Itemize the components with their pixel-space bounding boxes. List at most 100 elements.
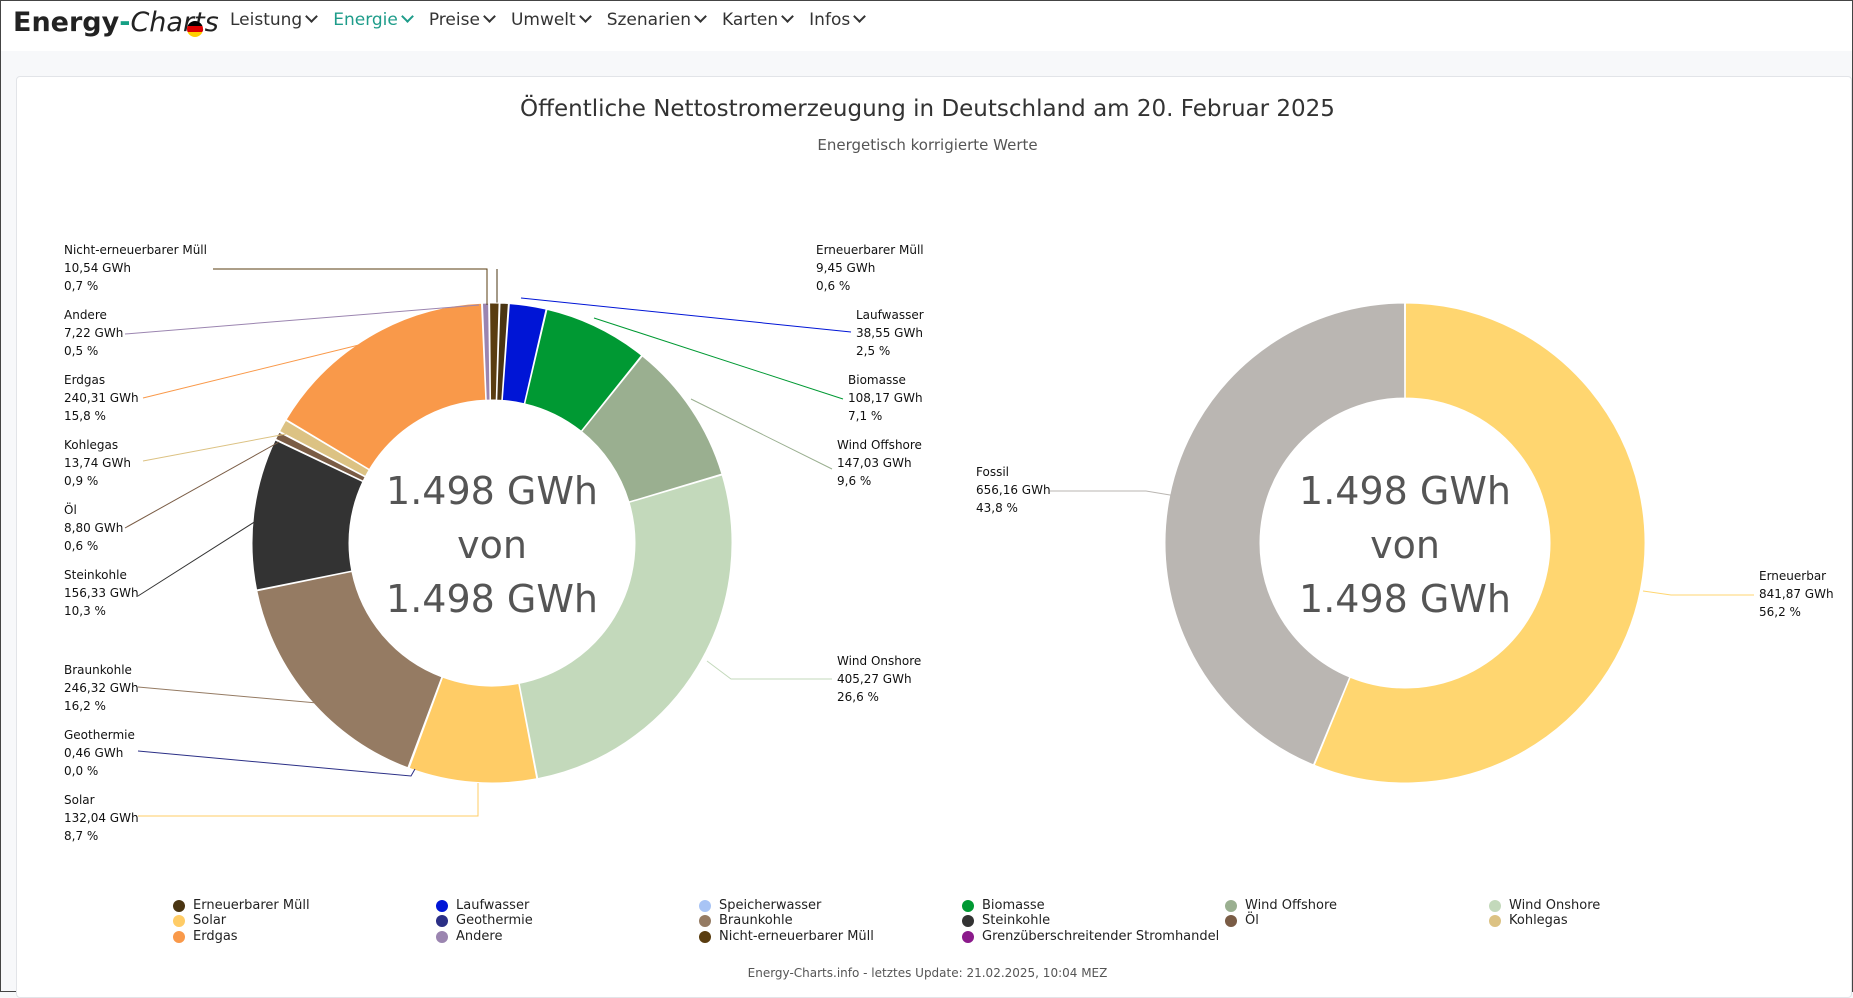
logo[interactable]: Energy-Charts xyxy=(13,7,219,38)
legend-label: Grenzüberschreitender Stromhandel xyxy=(982,929,1220,944)
logo-dash: - xyxy=(119,7,131,38)
leader-line xyxy=(706,660,832,680)
slice-label-value: 38,55 GWh xyxy=(856,326,923,340)
pie-slice[interactable] xyxy=(1313,302,1646,784)
legend-item[interactable]: Braunkohle xyxy=(699,913,793,928)
menu-item-preise[interactable]: Preise xyxy=(428,10,496,30)
slice-label-value: 13,74 GWh xyxy=(64,456,131,470)
slice-label-value: 147,03 GWh xyxy=(837,456,912,470)
menu-item-szenarien[interactable]: Szenarien xyxy=(607,10,707,30)
slice-label-name: Erneuerbar xyxy=(1759,569,1827,583)
donut-center-left: 1.498 GWh von 1.498 GWh xyxy=(362,464,622,626)
center-right-line3: 1.498 GWh xyxy=(1299,577,1511,621)
slice-label: Kohlegas 13,74 GWh 0,9 % xyxy=(64,436,131,490)
slice-label: Steinkohle 156,33 GWh 10,3 % xyxy=(64,566,139,620)
legend-item[interactable]: Erdgas xyxy=(173,929,238,944)
menu-item-leistung[interactable]: Leistung xyxy=(230,10,319,30)
pie-slice[interactable] xyxy=(518,474,733,780)
legend-dot-icon xyxy=(962,899,974,912)
menu-item-label: Preise xyxy=(428,10,480,30)
pie-slice[interactable] xyxy=(256,570,443,769)
legend-item[interactable]: Nicht-erneuerbarer Müll xyxy=(699,929,874,944)
slice-label: Braunkohle 246,32 GWh 16,2 % xyxy=(64,661,139,715)
slice-label-percent: 2,5 % xyxy=(856,344,891,358)
slice-label: Nicht-erneuerbarer Müll 10,54 GWh 0,7 % xyxy=(64,241,207,295)
pie-slice[interactable] xyxy=(524,308,643,432)
menu-item-umwelt[interactable]: Umwelt xyxy=(510,10,592,30)
pie-slice[interactable] xyxy=(251,439,364,591)
legend-item[interactable]: Kohlegas xyxy=(1489,913,1568,928)
menu-item-infos[interactable]: Infos xyxy=(809,10,867,30)
chart-title: Öffentliche Nettostromerzeugung in Deuts… xyxy=(520,96,1335,122)
main-menu: Leistung Energie Preise Umwelt Szenarien Kart… xyxy=(230,10,881,30)
slice-label: Wind Offshore 147,03 GWh 9,6 % xyxy=(837,436,922,490)
pie-slice[interactable] xyxy=(481,302,491,401)
legend-label: Nicht-erneuerbarer Müll xyxy=(719,929,874,944)
leader-line xyxy=(1642,590,1754,596)
menu-item-karten[interactable]: Karten xyxy=(722,10,795,30)
pie-slice[interactable] xyxy=(408,676,538,784)
legend-label: Öl xyxy=(1245,913,1259,928)
legend-item[interactable]: Erneuerbarer Müll xyxy=(173,898,310,913)
legend-label: Steinkohle xyxy=(982,913,1051,928)
slice-label-name: Laufwasser xyxy=(856,308,924,322)
leader-line xyxy=(137,686,322,704)
pie-slice[interactable] xyxy=(580,355,723,503)
slice-label-value: 10,54 GWh xyxy=(64,261,131,275)
pie-slice[interactable] xyxy=(496,302,509,401)
legend-dot-icon xyxy=(962,930,974,943)
logo-text-charts: Charts xyxy=(130,7,219,38)
legend-dot-icon xyxy=(1489,899,1501,912)
legend-label: Andere xyxy=(456,929,503,944)
pie-slice[interactable] xyxy=(489,302,500,401)
slice-label-name: Erdgas xyxy=(64,373,106,387)
legend-label: Speicherwasser xyxy=(719,898,822,913)
legend-item[interactable]: Solar xyxy=(173,913,226,928)
slice-label: Erneuerbar 841,87 GWh 56,2 % xyxy=(1759,567,1834,621)
slice-label-name: Fossil xyxy=(976,465,1009,479)
pie-slice[interactable] xyxy=(1164,302,1406,766)
legend-label: Erneuerbarer Müll xyxy=(193,898,310,913)
legend-item[interactable]: Speicherwasser xyxy=(699,898,821,913)
slice-label: Solar 132,04 GWh 8,7 % xyxy=(64,791,139,845)
legend-dot-icon xyxy=(1225,899,1237,912)
legend-item[interactable]: Wind Onshore xyxy=(1489,898,1600,913)
legend-item[interactable]: Geothermie xyxy=(436,913,533,928)
legend-dot-icon xyxy=(436,930,448,943)
german-flag-icon xyxy=(187,21,203,37)
leader-line xyxy=(593,317,844,400)
slice-label-name: Kohlegas xyxy=(64,438,119,452)
pie-slice[interactable] xyxy=(501,303,547,405)
slice-label: Fossil 656,16 GWh 43,8 % xyxy=(976,463,1051,517)
pie-slice[interactable] xyxy=(278,419,370,478)
slice-label-value: 656,16 GWh xyxy=(976,483,1051,497)
legend-item[interactable]: Biomasse xyxy=(962,898,1045,913)
slice-label-percent: 0,7 % xyxy=(64,279,99,293)
legend-item[interactable]: Andere xyxy=(436,929,502,944)
legend-item[interactable]: Laufwasser xyxy=(436,898,529,913)
slice-label-percent: 15,8 % xyxy=(64,409,106,423)
center-left-line2: von xyxy=(457,523,527,567)
legend-label: Geothermie xyxy=(456,913,533,928)
center-left-line1: 1.498 GWh xyxy=(386,469,598,513)
pie-slice[interactable] xyxy=(274,431,366,482)
leader-line xyxy=(124,304,480,335)
slice-label-value: 9,45 GWh xyxy=(816,261,876,275)
legend-item[interactable]: Steinkohle xyxy=(962,913,1050,928)
slice-label-percent: 7,1 % xyxy=(848,409,883,423)
pie-slice[interactable] xyxy=(285,302,487,471)
legend-item[interactable]: Grenzüberschreitender Stromhandel xyxy=(962,929,1219,944)
legend-label: Solar xyxy=(193,913,227,928)
legend-dot-icon xyxy=(962,914,974,927)
slice-label-value: 405,27 GWh xyxy=(837,672,912,686)
menu-item-energie[interactable]: Energie xyxy=(333,10,414,30)
legend-item[interactable]: Wind Offshore xyxy=(1225,898,1337,913)
menu-item-label: Umwelt xyxy=(510,10,576,30)
slice-label-value: 240,31 GWh xyxy=(64,391,139,405)
slice-label-name: Biomasse xyxy=(848,373,906,387)
slice-label-value: 156,33 GWh xyxy=(64,586,139,600)
slice-label-value: 108,17 GWh xyxy=(848,391,923,405)
menu-item-label: Leistung xyxy=(230,10,303,30)
legend-item[interactable]: Öl xyxy=(1225,913,1259,928)
slice-label-percent: 9,6 % xyxy=(837,474,872,488)
